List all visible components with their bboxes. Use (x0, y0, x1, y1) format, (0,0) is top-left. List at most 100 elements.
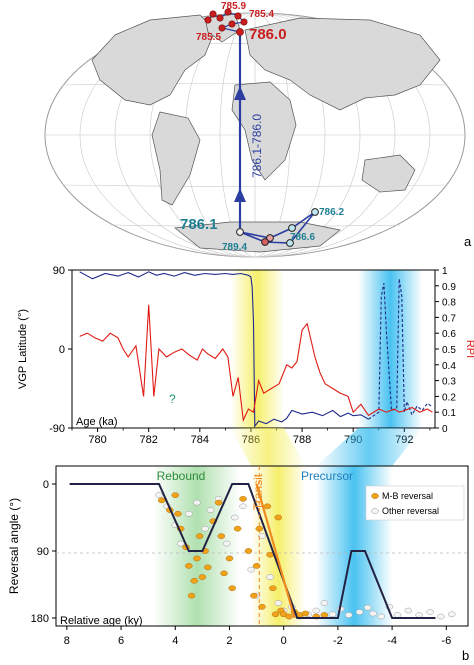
y2-tick-label: 0.9 (442, 282, 456, 293)
other-reversal-point (176, 540, 185, 547)
mb-reversal-point (244, 548, 253, 554)
x-tick-label: -4 (387, 635, 397, 647)
mb-reversal-point (250, 592, 258, 599)
y2-tick-label: 0.2 (442, 392, 456, 403)
south-label: 786.6 (290, 232, 315, 243)
x-tick-label: -2 (333, 635, 343, 647)
site-dot (240, 18, 248, 26)
site-dot (288, 224, 296, 232)
other-reversal-point (239, 503, 247, 510)
x-tick-label: 782 (140, 434, 158, 446)
reversal-angle-chart: 8 6 4 2 0 -2 -4 -6 0 90 180 Rebound Precursor Tran… (7, 465, 469, 663)
north-label: 785.4 (249, 9, 274, 20)
europe-asia (244, 17, 441, 111)
mb-reversal-point (252, 563, 261, 569)
antarctica (174, 221, 341, 253)
mb-reversal-point (217, 533, 226, 539)
other-reversal-point (193, 499, 201, 506)
south-label: 789.4 (222, 242, 247, 253)
y-axis-label: Reversal angle (°) (7, 498, 21, 594)
north-label: 785.9 (221, 1, 246, 12)
y2-tick-label: 0.3 (442, 377, 456, 388)
mb-reversal-point (204, 564, 212, 571)
other-reversal-point (393, 612, 402, 618)
y2-axis-label: RPI (464, 340, 474, 358)
other-reversal-point (223, 540, 231, 547)
site-dot (234, 12, 242, 20)
y-tick-label: -90 (49, 423, 65, 435)
mb-reversal-point (157, 497, 166, 504)
mb-reversal-point (171, 492, 180, 499)
other-reversal-point (266, 574, 274, 580)
x-axis-label: Age (ka) (76, 416, 118, 428)
mb-reversal-point (258, 603, 266, 610)
other-reversal-point (328, 611, 337, 618)
y2-tick-label: 0.8 (442, 298, 456, 309)
mb-reversal-point (198, 574, 207, 580)
legend-marker-other (371, 508, 379, 514)
x-tick-label: 8 (64, 635, 70, 647)
mb-reversal-point (190, 577, 198, 584)
y-axis-label: VGP Latitude (°) (17, 309, 29, 389)
vgp-rpi-chart: 780782784786788790792900-9000.10.20.30.4… (17, 265, 474, 446)
mb-reversal-point (185, 563, 193, 569)
connector-precursor (316, 428, 423, 466)
mb-reversal-point (228, 585, 236, 592)
site-dot (216, 14, 224, 22)
other-reversal-point (377, 613, 386, 620)
x-tick-label: 780 (88, 434, 106, 446)
arrow-up-icon (234, 188, 246, 202)
other-reversal-point (363, 604, 372, 611)
mb-reversal-point (195, 533, 204, 539)
map-panel: 785.9 785.4 785.5 786.0 786.1-786.0 786.… (44, 1, 472, 258)
y-tick-label: 90 (37, 546, 49, 558)
y2-tick-label: 0 (442, 424, 448, 435)
band-precursor (358, 270, 423, 428)
legend-label: Other reversal (382, 506, 439, 516)
y-tick-label: 180 (31, 613, 49, 625)
site-dot (261, 238, 269, 246)
path-label: 786.1-786.0 (250, 114, 264, 178)
x-tick-label: 784 (191, 434, 209, 446)
other-reversal-point (155, 492, 163, 499)
south-label: 786.2 (319, 207, 344, 218)
south-america (151, 111, 201, 206)
panel-label-b: b (462, 648, 469, 663)
panel-label-a: a (464, 234, 472, 249)
mb-reversal-point (187, 592, 196, 599)
other-reversal-point (185, 510, 193, 517)
other-reversal-point (426, 609, 434, 615)
y-tick-label: 90 (53, 265, 65, 277)
mb-reversal-point (220, 570, 228, 577)
australia (361, 154, 416, 193)
rpi-series-line (79, 304, 433, 423)
mb-reversal-point (225, 555, 234, 562)
other-reversal-point (274, 600, 283, 606)
other-reversal-point (344, 612, 353, 618)
mb-reversal-point (239, 496, 247, 502)
other-reversal-point (201, 525, 209, 532)
legend-box (365, 485, 465, 521)
model-line (69, 483, 436, 619)
y-tick-label: 0 (59, 344, 65, 356)
y2-tick-label: 0.6 (442, 329, 456, 340)
band-label-transit: Transit (251, 473, 265, 510)
x-tick-label: 0 (281, 635, 287, 647)
site-dot (209, 10, 217, 18)
legend: M-B reversal Other reversal (365, 485, 465, 521)
band-transit (230, 270, 285, 428)
mb-reversal-point (174, 510, 182, 517)
band-label-precursor: Precursor (301, 469, 353, 483)
site-dot (224, 8, 232, 16)
band-transit (251, 466, 306, 626)
legend-label: M-B reversal (382, 491, 433, 501)
band-label-rebound: Rebound (157, 469, 206, 483)
other-reversal-point (437, 613, 445, 620)
other-reversal-point (258, 533, 266, 539)
north-sites (204, 8, 248, 36)
other-reversal-point (312, 607, 320, 614)
other-reversal-point (369, 610, 377, 617)
site-dot (218, 24, 226, 32)
site-dot (228, 20, 236, 28)
site-dot (286, 239, 294, 247)
